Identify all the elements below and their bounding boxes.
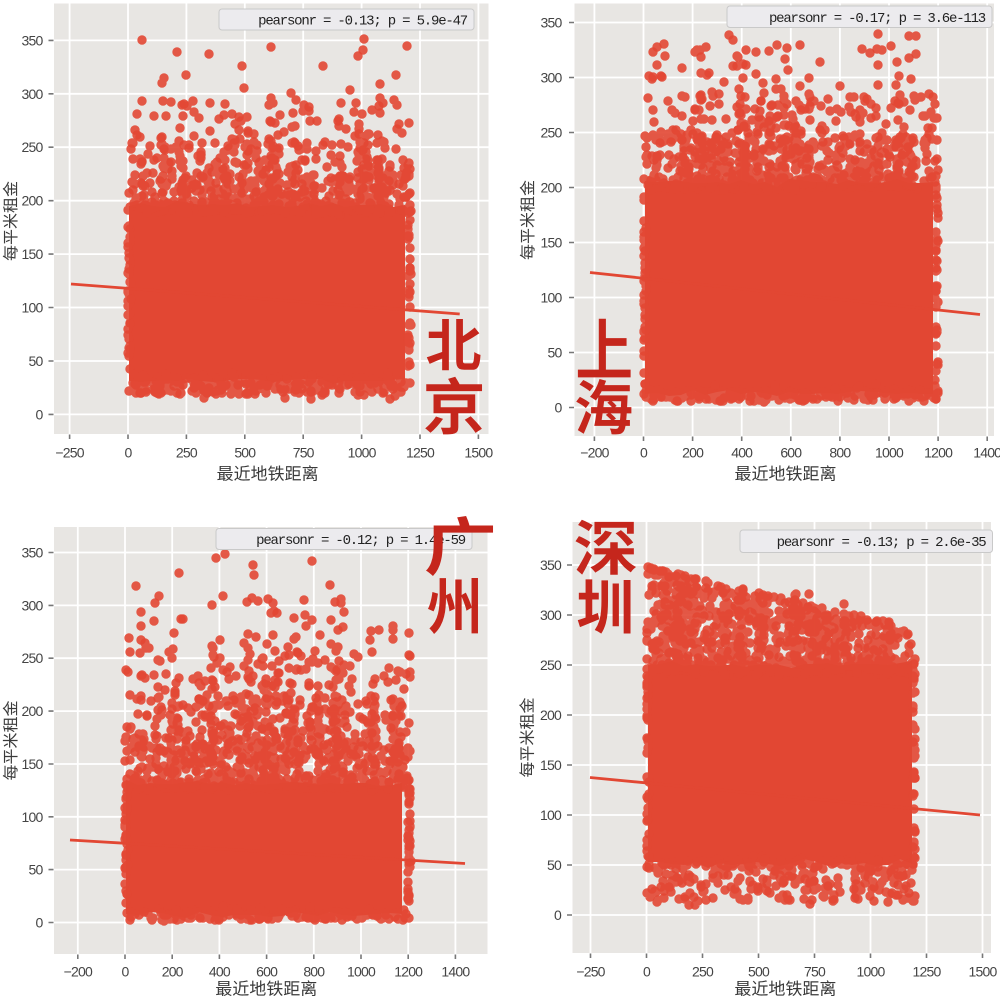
svg-text:300: 300: [540, 607, 562, 623]
svg-text:pearsonr = -0.17; p = 3.6e-113: pearsonr = -0.17; p = 3.6e-113: [769, 11, 986, 27]
svg-text:50: 50: [547, 857, 562, 873]
svg-text:200: 200: [541, 180, 563, 196]
svg-text:500: 500: [748, 964, 770, 980]
svg-text:100: 100: [22, 300, 44, 316]
svg-text:300: 300: [541, 70, 563, 86]
svg-text:250: 250: [692, 964, 714, 980]
svg-text:−200: −200: [64, 964, 93, 980]
svg-text:200: 200: [162, 964, 184, 980]
svg-text:150: 150: [540, 757, 562, 773]
svg-text:0: 0: [555, 400, 563, 416]
svg-text:250: 250: [22, 650, 44, 666]
svg-text:100: 100: [541, 290, 563, 306]
svg-text:250: 250: [176, 445, 198, 461]
svg-text:0: 0: [554, 907, 562, 923]
svg-text:1250: 1250: [406, 445, 435, 461]
svg-text:0: 0: [125, 445, 133, 461]
svg-text:1400: 1400: [441, 964, 470, 980]
svg-text:pearsonr = -0.12; p = 1.4e-59: pearsonr = -0.12; p = 1.4e-59: [256, 533, 466, 549]
svg-text:50: 50: [29, 862, 44, 878]
svg-text:0: 0: [640, 445, 648, 461]
svg-text:250: 250: [540, 657, 562, 673]
svg-text:800: 800: [829, 445, 851, 461]
svg-text:0: 0: [643, 964, 651, 980]
svg-text:1000: 1000: [347, 964, 376, 980]
svg-text:600: 600: [780, 445, 802, 461]
svg-text:150: 150: [22, 246, 44, 262]
svg-text:200: 200: [540, 707, 562, 723]
svg-text:50: 50: [29, 353, 44, 369]
svg-text:pearsonr = -0.13; p = 2.6e-35: pearsonr = -0.13; p = 2.6e-35: [777, 535, 987, 551]
svg-text:−200: −200: [580, 445, 609, 461]
svg-text:100: 100: [540, 807, 562, 823]
svg-text:1400: 1400: [973, 445, 1000, 461]
svg-text:400: 400: [209, 964, 231, 980]
svg-text:150: 150: [541, 235, 563, 251]
svg-text:350: 350: [22, 32, 44, 48]
svg-text:−250: −250: [55, 445, 84, 461]
svg-text:200: 200: [22, 193, 44, 209]
svg-text:1200: 1200: [924, 445, 953, 461]
svg-text:200: 200: [682, 445, 704, 461]
svg-text:1250: 1250: [913, 964, 942, 980]
svg-text:50: 50: [548, 345, 563, 361]
svg-text:750: 750: [804, 964, 826, 980]
svg-text:350: 350: [541, 15, 563, 31]
svg-text:800: 800: [303, 964, 325, 980]
svg-text:−250: −250: [576, 964, 605, 980]
svg-text:0: 0: [36, 915, 44, 931]
svg-text:1000: 1000: [875, 445, 904, 461]
svg-text:300: 300: [22, 597, 44, 613]
svg-text:1500: 1500: [969, 964, 998, 980]
svg-text:250: 250: [541, 125, 563, 141]
svg-text:500: 500: [234, 445, 256, 461]
svg-text:350: 350: [22, 545, 44, 561]
svg-text:1500: 1500: [464, 445, 493, 461]
svg-text:600: 600: [256, 964, 278, 980]
svg-text:1200: 1200: [394, 964, 423, 980]
svg-text:150: 150: [22, 756, 44, 772]
svg-text:0: 0: [122, 964, 130, 980]
svg-text:350: 350: [540, 557, 562, 573]
svg-text:750: 750: [293, 445, 315, 461]
svg-text:1000: 1000: [348, 445, 377, 461]
svg-text:250: 250: [22, 139, 44, 155]
svg-text:1000: 1000: [857, 964, 886, 980]
svg-text:400: 400: [731, 445, 753, 461]
svg-text:100: 100: [22, 809, 44, 825]
svg-text:200: 200: [22, 703, 44, 719]
svg-text:pearsonr = -0.13; p = 5.9e-47: pearsonr = -0.13; p = 5.9e-47: [258, 14, 468, 30]
svg-text:0: 0: [36, 406, 44, 422]
svg-text:300: 300: [22, 86, 44, 102]
